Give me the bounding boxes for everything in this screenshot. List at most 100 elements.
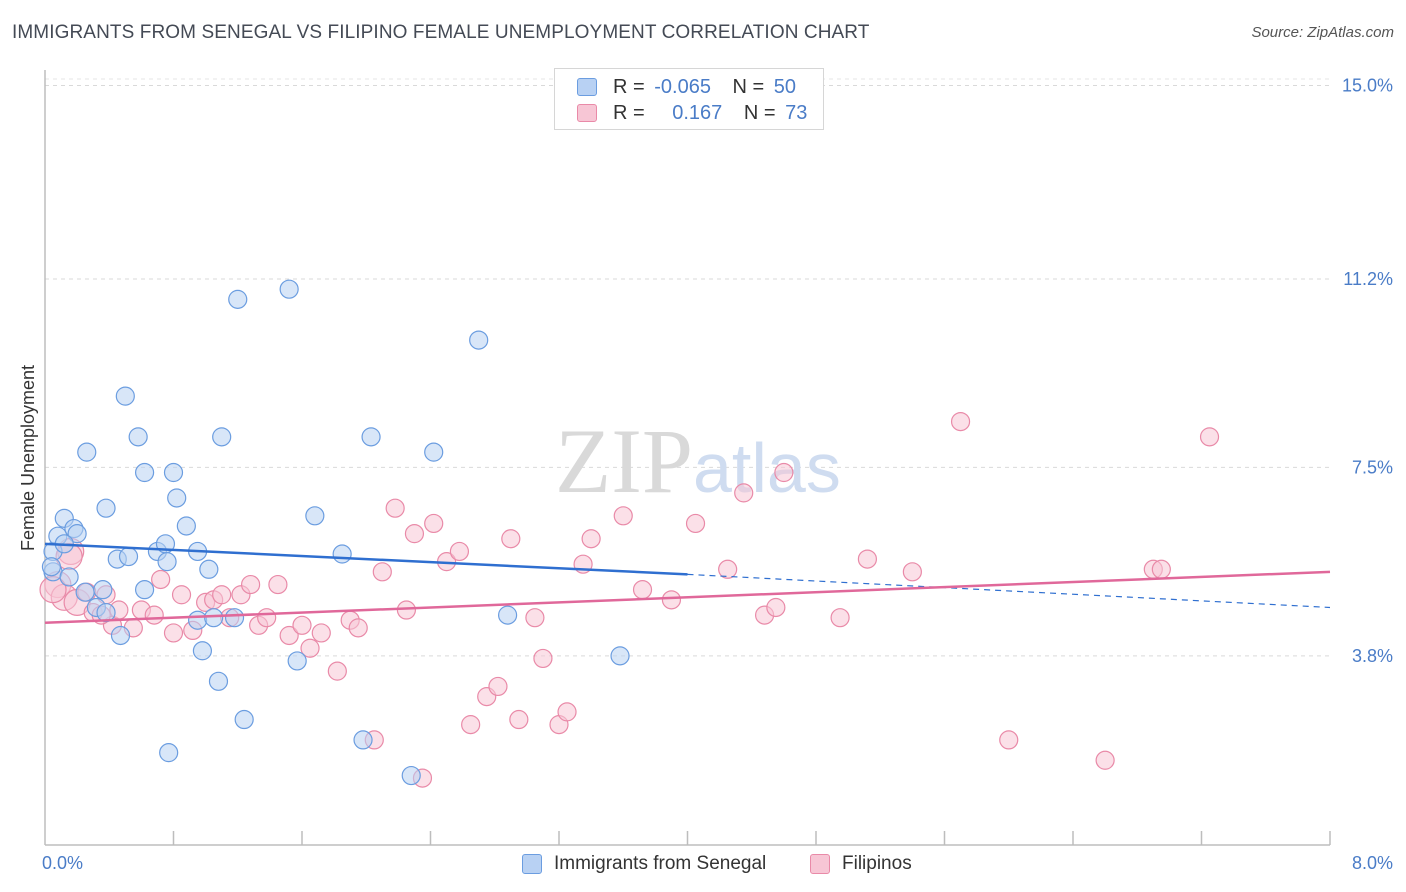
watermark: ZIPatlas — [555, 410, 841, 512]
filipino-point — [268, 574, 288, 595]
senegal-point — [59, 567, 79, 587]
senegal-point — [96, 498, 116, 518]
senegal-point — [110, 625, 131, 646]
senegal-point — [279, 279, 299, 299]
n-value: 73 — [785, 102, 808, 124]
filipino-point — [163, 623, 184, 643]
filipino-point — [396, 600, 417, 620]
senegal-point — [204, 608, 224, 628]
senegal-point — [192, 641, 213, 661]
legend-label-senegal: Immigrants from Senegal — [554, 853, 767, 874]
senegal-point — [75, 582, 95, 602]
n-label: N = — [743, 102, 776, 124]
filipino-point — [613, 506, 633, 526]
filipino-point — [257, 608, 277, 628]
source-credit: Source: ZipAtlas.com — [1251, 24, 1394, 41]
filipino-point — [501, 529, 521, 549]
senegal-point — [128, 427, 148, 447]
filipino-point — [950, 411, 971, 432]
y-axis-title: Female Unemployment — [18, 365, 38, 551]
filipino-point — [661, 590, 682, 610]
y-tick-label: 3.8% — [1352, 646, 1393, 666]
senegal-point — [157, 552, 177, 572]
filipino-point — [424, 513, 444, 534]
x-tick-label-min: 0.0% — [42, 853, 83, 873]
y-tick-label: 11.2% — [1343, 269, 1393, 289]
filipino-point — [685, 513, 706, 534]
filipino-point — [151, 569, 171, 590]
filipino-point — [557, 702, 577, 722]
senegal-legend-swatch — [522, 854, 542, 874]
filipino-point — [509, 709, 529, 730]
filipino-point — [734, 483, 754, 503]
r-value: 0.167 — [672, 102, 723, 124]
y-tick-labels: 3.8% 7.5% 11.2% 15.0% — [1342, 75, 1393, 665]
senegal-points — [41, 279, 630, 786]
filipino-point — [279, 625, 299, 646]
senegal-point — [401, 765, 421, 786]
senegal-point — [199, 559, 219, 579]
senegal-point — [134, 462, 155, 483]
y-tick-label: 7.5% — [1352, 457, 1393, 477]
filipino-point — [327, 661, 347, 681]
filipino-trend-line — [44, 570, 1331, 625]
senegal-trend-line — [44, 542, 688, 576]
filipino-point — [766, 597, 786, 618]
senegal-point — [118, 546, 139, 567]
filipino-point — [533, 648, 553, 669]
senegal-point — [305, 506, 325, 526]
senegal-point — [163, 462, 184, 483]
senegal-point — [115, 386, 135, 406]
senegal-point — [212, 427, 232, 447]
filipino-point — [774, 462, 794, 483]
senegal-point — [159, 743, 179, 763]
filipino-point — [311, 623, 331, 643]
filipino-point — [1151, 559, 1171, 579]
senegal-point — [134, 580, 155, 600]
watermark-atlas: atlas — [693, 429, 841, 507]
senegal-point — [424, 442, 444, 462]
filipino-point — [1095, 750, 1115, 770]
filipino-swatch — [577, 104, 597, 122]
stats-box: R = -0.065 N = 50 R = 0.167 N = 73 — [554, 68, 824, 130]
senegal-point — [332, 544, 352, 564]
filipino-point — [461, 715, 481, 735]
filipino-point — [385, 498, 405, 518]
filipino-point — [212, 585, 232, 605]
filipino-point — [241, 574, 261, 595]
filipino-point — [404, 524, 425, 544]
senegal-trend-extension — [687, 573, 1331, 609]
senegal-point — [353, 730, 373, 750]
filipino-point — [1199, 427, 1220, 447]
r-label: R = — [613, 76, 645, 98]
senegal-point — [469, 330, 489, 350]
gridlines — [45, 78, 1330, 657]
senegal-point — [234, 709, 254, 730]
filipino-point — [718, 559, 738, 579]
filipino-point — [999, 730, 1019, 750]
filipino-point — [488, 676, 508, 697]
senegal-point — [224, 608, 245, 628]
filipino-point — [632, 580, 653, 600]
senegal-point — [287, 651, 307, 671]
senegal-point — [610, 646, 630, 666]
senegal-point — [208, 671, 229, 691]
axes — [44, 70, 1331, 846]
n-label: N = — [732, 76, 765, 98]
chart-title: IMMIGRANTS FROM SENEGAL VS FILIPINO FEMA… — [12, 22, 870, 43]
n-value: 50 — [773, 76, 797, 98]
senegal-swatch — [577, 78, 597, 96]
filipino-point — [902, 562, 922, 582]
senegal-point — [77, 442, 97, 462]
senegal-point — [187, 610, 208, 630]
senegal-point — [67, 524, 87, 544]
trend-lines — [44, 542, 1331, 625]
watermark-zip: ZIP — [555, 410, 693, 512]
y-tick-label: 15.0% — [1342, 75, 1393, 95]
chart-legend: Immigrants from Senegal Filipinos — [0, 852, 1406, 878]
r-value: -0.065 — [654, 76, 711, 98]
filipino-legend-swatch — [810, 854, 830, 874]
x-tick-label-max: 8.0% — [1352, 853, 1393, 873]
senegal-point — [361, 427, 381, 447]
